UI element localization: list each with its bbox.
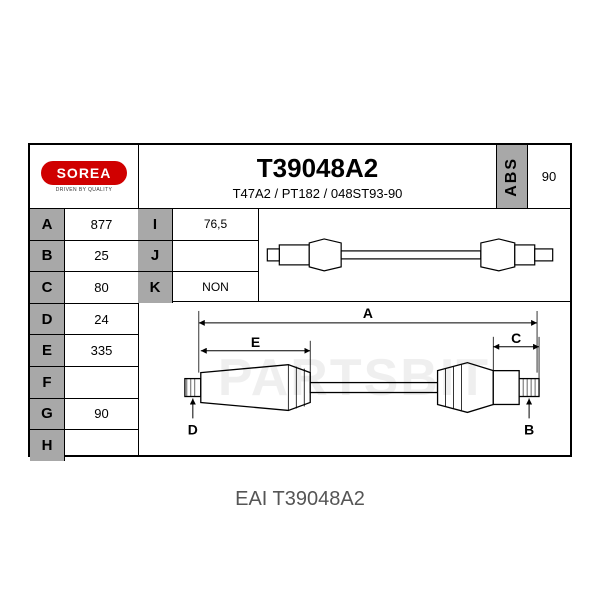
ijk-row: J <box>138 241 258 273</box>
part-number: T39048A2 <box>257 153 378 184</box>
dim-D: D <box>188 421 198 437</box>
ijk-row: I 76,5 <box>138 209 258 241</box>
abs-value-cell: 90 <box>528 145 570 209</box>
spec-key: G <box>30 399 65 430</box>
spec-val <box>65 367 138 398</box>
dim-A: A <box>363 305 373 321</box>
spec-val <box>65 430 138 461</box>
spec-row: E 335 <box>30 335 138 367</box>
abs-label-cell: ABS <box>497 145 528 209</box>
spec-key: D <box>30 304 65 335</box>
ijk-row: K NON <box>138 272 258 303</box>
drawing-top <box>258 209 570 302</box>
logo-cell: SOREA DRIVEN BY QUALITY <box>30 145 139 209</box>
title-cell: T39048A2 T47A2 / PT182 / 048ST93-90 <box>139 145 497 209</box>
brand-tagline: DRIVEN BY QUALITY <box>56 187 112 193</box>
spec-val: 335 <box>65 335 138 366</box>
caption: EAI T39048A2 <box>0 488 600 511</box>
header-row: SOREA DRIVEN BY QUALITY T39048A2 T47A2 /… <box>30 145 570 209</box>
drawing-bottom: PARTSBIT A <box>138 301 570 455</box>
spec-row: B 25 <box>30 241 138 273</box>
spec-val: 80 <box>65 272 138 303</box>
dim-B: B <box>524 421 534 437</box>
spec-row: D 24 <box>30 304 138 336</box>
spec-key: A <box>30 209 65 240</box>
ijk-val: 76,5 <box>173 209 258 240</box>
spec-val: 25 <box>65 241 138 272</box>
spec-sheet: SOREA DRIVEN BY QUALITY T39048A2 T47A2 /… <box>28 143 572 457</box>
spec-key: E <box>30 335 65 366</box>
spec-val: 24 <box>65 304 138 335</box>
ijk-table: I 76,5 J K NON <box>138 209 259 302</box>
brand-logo: SOREA <box>41 161 127 185</box>
ijk-key: K <box>138 272 173 303</box>
spec-row: G 90 <box>30 399 138 431</box>
dim-E: E <box>251 334 260 350</box>
spec-key: H <box>30 430 65 461</box>
spec-row: F <box>30 367 138 399</box>
axle-top-svg <box>258 209 570 301</box>
cross-refs: T47A2 / PT182 / 048ST93-90 <box>233 186 403 201</box>
spec-val: 90 <box>65 399 138 430</box>
spec-row: C 80 <box>30 272 138 304</box>
spec-val: 877 <box>65 209 138 240</box>
ijk-val <box>173 241 258 272</box>
axle-bottom-svg: A <box>138 301 570 455</box>
abs-label: ABS <box>503 157 521 197</box>
spec-row: H <box>30 430 138 461</box>
spec-table: A 877 B 25 C 80 D 24 E 335 F G 90 H <box>30 209 139 455</box>
dim-C: C <box>511 330 521 346</box>
spec-key: C <box>30 272 65 303</box>
spec-key: F <box>30 367 65 398</box>
abs-value: 90 <box>542 169 556 184</box>
ijk-key: I <box>138 209 173 240</box>
spec-row: A 877 <box>30 209 138 241</box>
ijk-val: NON <box>173 272 258 303</box>
ijk-key: J <box>138 241 173 272</box>
spec-key: B <box>30 241 65 272</box>
